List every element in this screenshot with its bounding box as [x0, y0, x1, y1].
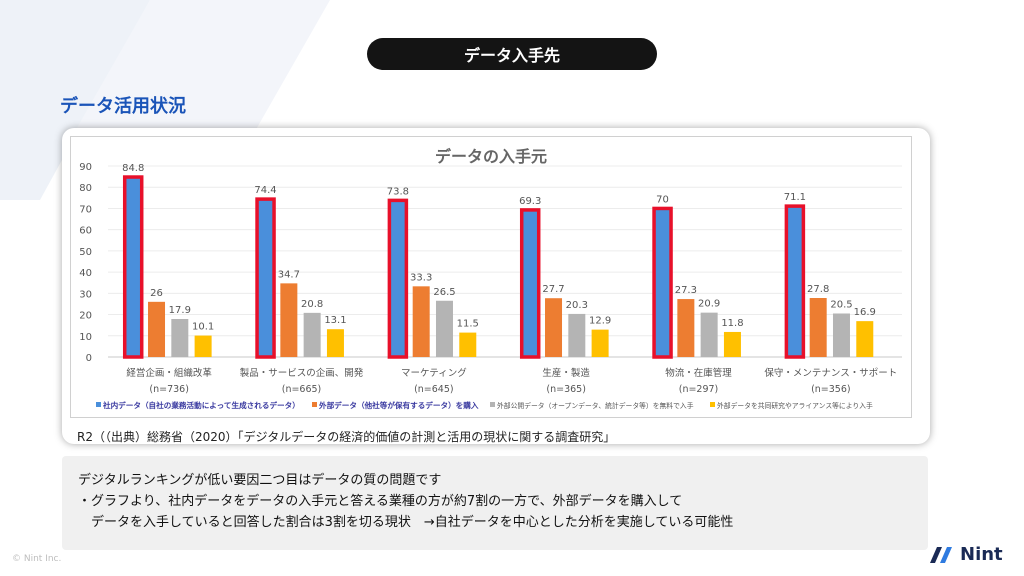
legend-label: 社内データ（自社の業務活動によって生成されるデータ）	[102, 400, 300, 410]
y-tick-label: 30	[79, 289, 92, 300]
y-tick-label: 40	[79, 268, 92, 279]
bar	[545, 298, 563, 357]
bar	[280, 283, 298, 357]
data-label: 27.3	[675, 285, 697, 296]
legend-swatch	[312, 402, 317, 407]
data-label: 13.1	[324, 315, 346, 326]
bar	[832, 313, 850, 357]
chart-title: データの入手元	[435, 147, 547, 166]
y-tick-label: 50	[79, 247, 92, 258]
note-line-2: ・グラフより、社内データをデータの入手元と答える業種の方が約7割の一方で、外部デ…	[78, 494, 683, 509]
data-label: 11.5	[457, 319, 479, 330]
legend-swatch	[710, 402, 715, 407]
legend-label: 外部公開データ（オープンデータ、統計データ等）を無料で入手	[497, 401, 694, 410]
data-label: 84.8	[122, 163, 144, 174]
category-label: 製品・サービスの企画、開発	[240, 367, 364, 379]
copyright: © Nint Inc.	[12, 554, 62, 564]
notes-box: デジタルランキングが低い要因二つ目はデータの質の問題です ・グラフより、社内デー…	[62, 456, 928, 550]
bar	[700, 312, 718, 357]
data-label: 10.1	[192, 322, 214, 333]
note-line-1: デジタルランキングが低い要因二つ目はデータの質の問題です	[78, 473, 442, 488]
section-title: データ活用状況	[60, 96, 186, 117]
data-label: 20.3	[566, 300, 588, 311]
background-decoration	[0, 0, 330, 200]
data-label: 27.7	[542, 284, 564, 295]
bar-internal-data	[519, 208, 541, 359]
bar-internal-data	[652, 206, 673, 359]
legend-swatch	[490, 402, 495, 407]
data-label: 17.9	[169, 305, 191, 316]
category-n-label: (n=365)	[546, 384, 586, 395]
bar	[459, 332, 477, 357]
category-label: マーケティング	[401, 367, 467, 379]
category-label: 物流・在庫管理	[665, 367, 732, 379]
bar	[326, 329, 344, 357]
data-label: 20.9	[698, 299, 720, 310]
logo: Nint	[928, 544, 1003, 565]
data-label: 34.7	[278, 269, 300, 280]
y-tick-label: 10	[79, 332, 92, 343]
source-citation: R2（（出典）総務省（2020）「デジタルデータの経済的価値の計測と活用の現状に…	[77, 430, 616, 444]
data-label: 69.3	[519, 196, 541, 207]
data-label: 11.8	[721, 318, 743, 329]
bar-chart: データの入手元 0 10 20 30 40 50 60 70 80 90 84.8 26 17.910.1…	[79, 147, 902, 410]
note-line-3: データを入手していると回答した割合は3割を切る現状 →自社データを中心とした分析…	[78, 515, 734, 530]
logo-text: Nint	[960, 544, 1003, 565]
y-tick-label: 80	[79, 183, 92, 194]
category-n-label: (n=645)	[414, 384, 454, 395]
data-label: 73.8	[387, 186, 409, 197]
data-label: 74.4	[254, 185, 276, 196]
category-n-label: (n=736)	[149, 384, 189, 395]
data-label: 26.5	[433, 287, 455, 298]
y-tick-label: 70	[79, 204, 92, 215]
chart-frame	[70, 136, 912, 418]
data-label: 26	[150, 288, 163, 299]
y-tick-label: 90	[79, 162, 92, 173]
data-label: 12.9	[589, 316, 611, 327]
bar	[171, 319, 189, 357]
bar-internal-data	[122, 175, 144, 359]
data-label: 20.8	[301, 299, 323, 310]
bar	[591, 329, 609, 357]
category-n-label: (n=297)	[679, 384, 719, 395]
y-tick-label: 60	[79, 226, 92, 237]
y-tick-label: 0	[86, 353, 92, 364]
logo-mark-icon	[930, 546, 952, 563]
header-title: データ入手先	[367, 38, 657, 70]
data-label: 71.1	[784, 192, 806, 203]
bar	[856, 321, 874, 357]
bar	[435, 300, 453, 357]
bar	[809, 298, 827, 357]
data-label: 16.9	[854, 307, 876, 318]
legend-label: 外部データ（他社等が保有するデータ）を購入	[319, 400, 479, 410]
data-label: 20.5	[830, 299, 852, 310]
bar	[303, 312, 321, 357]
legend-label: 外部データを共同研究やアライアンス等により入手	[717, 401, 873, 410]
category-label: 保守・メンテナンス・サポート	[764, 367, 897, 379]
legend-swatch	[96, 402, 101, 407]
category-label: 経営企画・組織改革	[126, 367, 212, 379]
bar	[412, 286, 430, 357]
y-tick-label: 20	[79, 311, 92, 322]
bar-internal-data	[255, 197, 276, 359]
category-label: 生産・製造	[542, 367, 590, 379]
category-n-label: (n=356)	[811, 384, 851, 395]
bar	[148, 301, 166, 357]
bar-internal-data	[387, 198, 409, 359]
data-label: 27.8	[807, 284, 829, 295]
bar	[568, 313, 586, 357]
data-label: 33.3	[410, 272, 432, 283]
bar	[677, 299, 695, 357]
bar	[194, 335, 212, 357]
category-n-label: (n=665)	[282, 384, 322, 395]
bar	[723, 331, 741, 357]
data-label: 70	[656, 194, 669, 205]
bar-internal-data	[784, 204, 806, 359]
